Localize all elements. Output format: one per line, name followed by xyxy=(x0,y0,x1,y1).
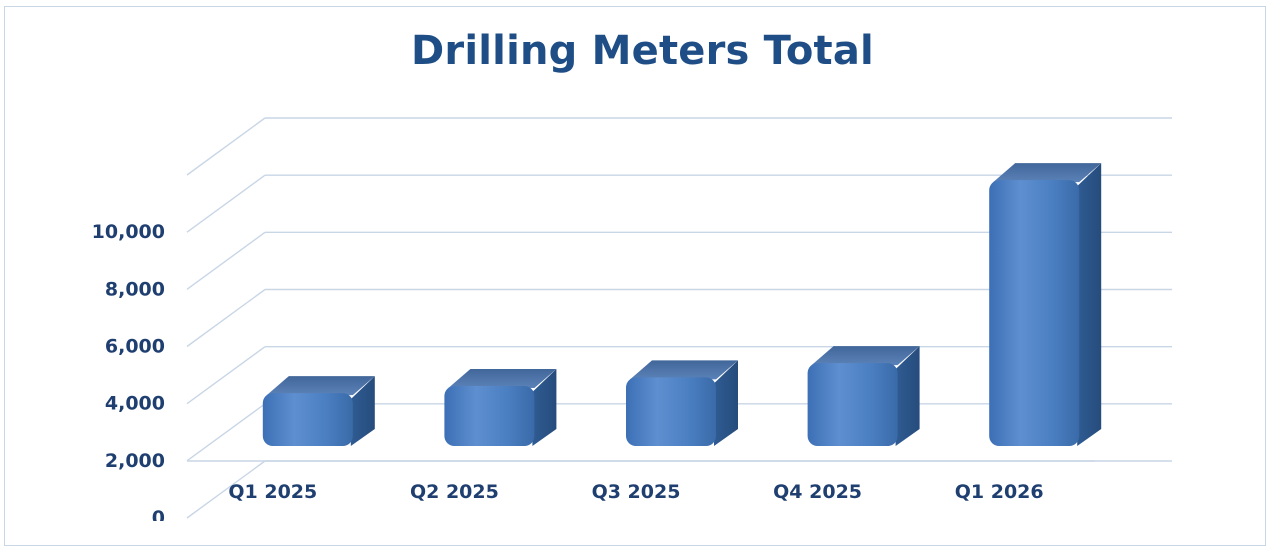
gridline-diagonal xyxy=(186,117,266,176)
bar-front xyxy=(262,393,353,446)
bar-front xyxy=(989,180,1080,447)
gridline-diagonal xyxy=(186,174,266,233)
bar xyxy=(807,346,920,446)
bar-top xyxy=(811,346,920,366)
bar-front xyxy=(807,363,898,446)
bar-side xyxy=(350,376,375,446)
chart-title: Drilling Meters Total xyxy=(411,28,874,74)
y-tick-label: 2,000 xyxy=(105,450,165,472)
bar-side xyxy=(895,346,920,446)
y-tick-label: 4,000 xyxy=(105,393,165,415)
bar-side xyxy=(714,360,738,446)
gridline-diagonal xyxy=(186,231,266,290)
bar-side xyxy=(1077,163,1102,447)
bar-top xyxy=(630,360,738,380)
y-tick-label: 6,000 xyxy=(105,336,165,358)
bar xyxy=(444,368,557,446)
bar xyxy=(989,163,1102,447)
bar xyxy=(262,376,375,446)
y-tick-label: 10,000 xyxy=(92,221,165,243)
gridline-diagonal xyxy=(186,460,266,519)
bar-chart: 0 2,000 4,000 6,000 8,000 10,000 Q1 2025 Q2 20… xyxy=(92,117,1172,521)
y-tick-label: 8,000 xyxy=(105,278,165,300)
x-tick-label: Q3 2025 xyxy=(592,481,681,503)
bar-top xyxy=(266,376,375,396)
y-tick-label: 0 xyxy=(152,507,165,521)
bar-front xyxy=(626,377,716,446)
x-tick-label: Q1 2025 xyxy=(228,481,317,503)
bar xyxy=(626,360,738,446)
x-tick-label: Q1 2026 xyxy=(955,481,1044,503)
gridline-diagonal xyxy=(186,346,266,405)
x-tick-label: Q2 2025 xyxy=(410,481,499,503)
gridline-diagonal xyxy=(186,288,266,348)
gridline-diagonal xyxy=(186,403,266,462)
bar-side xyxy=(532,368,557,446)
bar-front xyxy=(444,385,535,446)
x-tick-label: Q4 2025 xyxy=(773,481,862,503)
bar-top xyxy=(448,368,557,388)
bar-top xyxy=(993,163,1102,183)
